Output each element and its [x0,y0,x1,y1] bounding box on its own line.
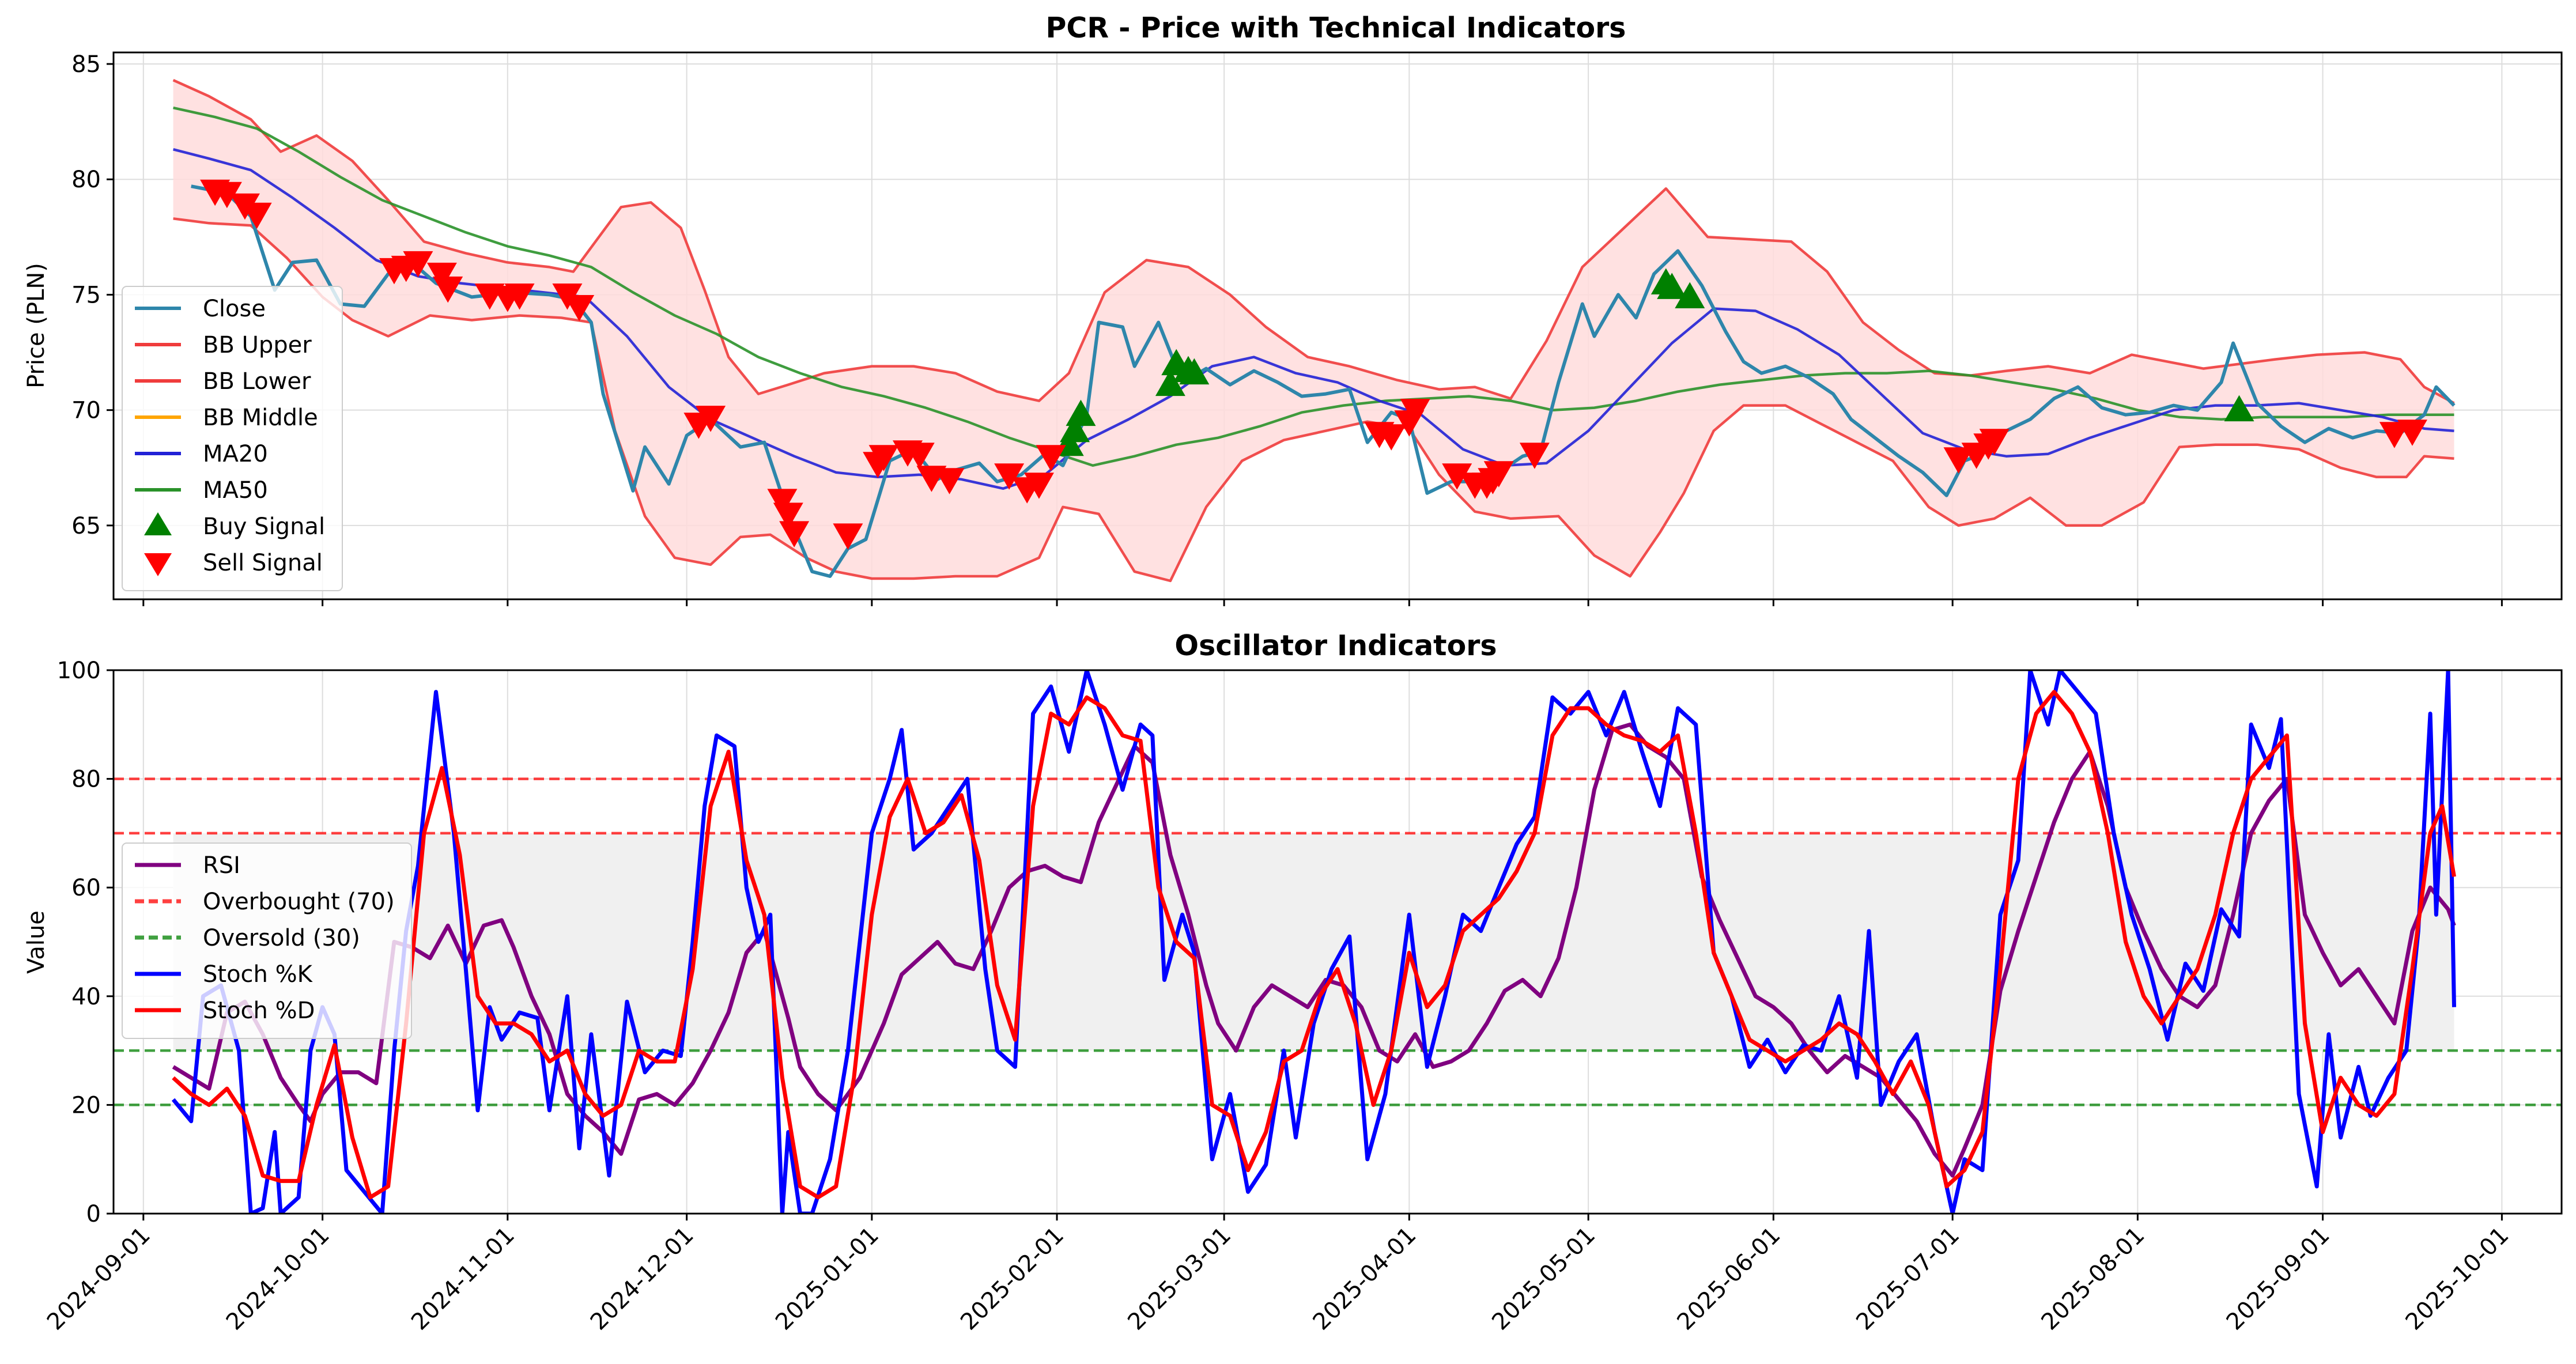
buy-signal-marker [1060,415,1090,443]
series-line-bb-upper [172,79,2455,405]
sell-signal-marker [1400,399,1430,425]
y-tick-label: 0 [86,1201,101,1227]
legend-box [122,842,412,1039]
sell-signal-marker [779,521,810,547]
y-tick-label: 100 [57,658,101,684]
buy-signal-marker [1155,369,1185,396]
y-tick-label: 85 [71,51,101,78]
legend-label-rsi: RSI [203,852,240,879]
sell-signal-marker [1036,445,1066,471]
sell-signal-marker [696,406,726,432]
sell-signal-marker [773,502,803,529]
y-tick-label: 40 [71,984,101,1010]
y-tick-label: 60 [71,875,101,901]
y-tick-label: 75 [71,282,101,308]
y-tick-label: 65 [71,513,101,539]
buy-signal-marker [1066,399,1096,426]
sell-signal-marker [1943,447,1974,474]
y-axis-label: Price (PLN) [23,263,50,388]
y-tick-label: 70 [71,398,101,424]
sell-signal-marker [241,202,272,229]
price-chart-title: PCR - Price with Technical Indicators [1046,12,1626,44]
sell-signal-marker [994,463,1025,490]
series-line-bb-lower [173,217,2454,583]
sell-signal-marker [1376,424,1407,451]
axes-frame [112,51,2563,600]
axes-frame [112,669,2563,1215]
sell-signal-marker [403,251,433,278]
series-line-close [191,184,2456,578]
y-tick-label: 80 [71,766,101,793]
sell-signal-marker [433,276,463,303]
sell-signal-marker [1519,443,1550,469]
buy-signal-marker [1179,358,1210,385]
sell-signal-marker [504,283,535,310]
y-tick-label: 80 [71,167,101,193]
sell-signal-marker [767,489,798,515]
sell-signal-marker [2379,422,2409,448]
sell-signal-marker [426,262,457,289]
sell-signal-marker [904,443,935,469]
legend-label-stoch-d: Stoch %D [203,998,315,1024]
sell-signal-marker [1442,463,1472,490]
plot-area [172,79,2456,583]
legend-label-bb-upper: BB Upper [203,332,312,358]
legend-label-bb-lower: BB Lower [203,368,311,395]
sell-signal-marker [833,523,863,550]
series-line-stoch-d [172,690,2456,1200]
buy-signal-marker [1675,282,1705,308]
legend-label-bb-middle: BB Middle [203,405,318,431]
y-axis-label: Value [23,910,50,974]
legend-label-stoch-k: Stoch %K [203,961,313,988]
series-line-rsi [172,722,2456,1178]
sell-signal-marker [1979,429,2010,455]
legend-marker-buy-signal [144,512,172,535]
sell-signal-marker [211,182,242,209]
oscillator-chart-title: Oscillator Indicators [1174,629,1497,662]
sell-signal-marker [934,468,965,494]
buy-signal-marker [2224,395,2254,422]
sell-signal-marker [1483,461,1514,488]
legend-label-oversold-30: Oversold (30) [203,925,360,951]
legend-box [122,286,343,591]
sell-signal-marker [1023,473,1054,499]
sell-signal-marker [2397,420,2427,446]
plot-area [114,670,2562,1214]
series-line-stoch-k [171,670,2456,1214]
legend-label-buy-signal: Buy Signal [203,513,325,540]
buy-signal-marker [1657,273,1687,299]
legend-label-ma50: MA50 [203,477,268,504]
sell-signal-marker [868,445,899,471]
legend-label-close: Close [203,296,266,322]
legend-marker-sell-signal [144,553,172,576]
legend-label-sell-signal: Sell Signal [203,550,323,576]
y-tick-label: 20 [71,1092,101,1119]
sell-signal-marker [564,294,595,322]
legend-label-overbought-70: Overbought (70) [203,889,395,915]
price-panel: 65 70 75 80 85 Price (PLN) Close BB Upper BB Low… [23,51,2563,606]
legend-label-ma20: MA20 [203,441,268,467]
